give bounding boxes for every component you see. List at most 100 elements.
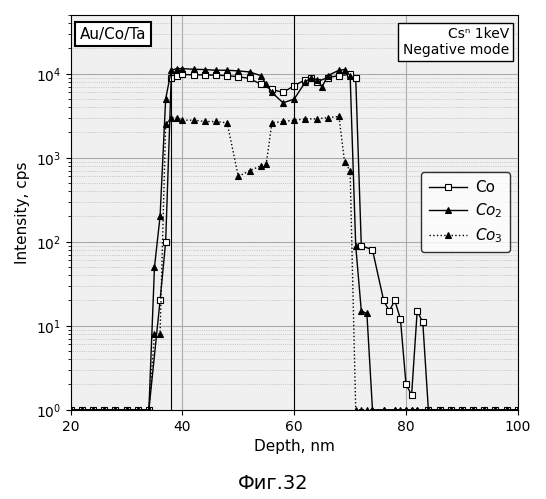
$Co_3$ — [369, 407, 376, 413]
$Co_3$ — [358, 407, 365, 413]
$Co_3$ — [246, 168, 253, 174]
$Co_3$ — [146, 407, 152, 413]
$Co_2$ — [302, 79, 308, 85]
$Co_3$ — [179, 117, 186, 123]
$Co_3$ — [352, 407, 359, 413]
$Co_3$ — [336, 113, 342, 119]
$Co_3$ — [257, 163, 264, 169]
Co — [174, 72, 180, 78]
$Co_3$ — [470, 407, 476, 413]
Co — [324, 74, 331, 80]
Co — [397, 316, 403, 322]
Co — [336, 72, 342, 78]
$Co_2$ — [174, 66, 180, 72]
$Co_3$ — [347, 168, 353, 174]
$Co_3$ — [364, 407, 370, 413]
$Co_3$ — [280, 118, 286, 124]
$Co_3$ — [157, 331, 163, 337]
Co — [134, 407, 141, 413]
$Co_3$ — [79, 407, 85, 413]
$Co_3$ — [414, 407, 420, 413]
Co — [67, 407, 74, 413]
$Co_3$ — [492, 407, 498, 413]
$Co_3$ — [408, 407, 415, 413]
$Co_3$ — [224, 120, 230, 126]
Co — [123, 407, 130, 413]
Co — [201, 72, 208, 78]
Co — [291, 83, 298, 89]
$Co_2$ — [67, 407, 74, 413]
$Co_3$ — [191, 117, 197, 123]
$Co_3$ — [101, 407, 108, 413]
Co — [302, 77, 308, 83]
Co — [492, 407, 498, 413]
Legend: Co, $Co_2$, $Co_3$: Co, $Co_2$, $Co_3$ — [421, 173, 510, 252]
Co — [386, 308, 393, 314]
$Co_2$ — [514, 407, 521, 413]
$Co_3$ — [201, 118, 208, 124]
$Co_3$ — [162, 121, 169, 127]
Co — [403, 382, 410, 388]
$Co_3$ — [448, 407, 454, 413]
$Co_3$ — [302, 116, 308, 122]
Co — [90, 407, 96, 413]
Co — [213, 72, 219, 78]
Co — [235, 74, 241, 80]
$Co_3$ — [168, 115, 175, 121]
$Co_3$ — [341, 159, 348, 165]
Co — [101, 407, 108, 413]
Text: Csⁿ 1keV
Negative mode: Csⁿ 1keV Negative mode — [402, 27, 509, 57]
Co — [269, 86, 275, 92]
$Co_3$ — [269, 120, 275, 126]
$Co_3$ — [324, 115, 331, 121]
$Co_3$ — [391, 407, 398, 413]
Co — [224, 72, 230, 78]
Text: Au/Co/Ta: Au/Co/Ta — [80, 27, 146, 42]
Line: $Co_2$: $Co_2$ — [67, 65, 521, 413]
Co — [191, 72, 197, 78]
Co — [381, 297, 387, 303]
Co — [436, 407, 443, 413]
$Co_3$ — [213, 118, 219, 124]
Y-axis label: Intensity, cps: Intensity, cps — [15, 161, 30, 263]
$Co_2$ — [112, 407, 118, 413]
Co — [257, 81, 264, 87]
Co — [425, 407, 432, 413]
Co — [408, 392, 415, 398]
X-axis label: Depth, nm: Depth, nm — [254, 439, 335, 454]
$Co_3$ — [67, 407, 74, 413]
Co — [514, 407, 521, 413]
Co — [112, 407, 118, 413]
$Co_3$ — [313, 116, 320, 122]
Co — [157, 297, 163, 303]
Co — [352, 74, 359, 80]
Co — [369, 247, 376, 253]
Co — [313, 79, 320, 85]
Text: Фиг.32: Фиг.32 — [238, 474, 308, 493]
$Co_3$ — [425, 407, 432, 413]
Co — [358, 243, 365, 249]
$Co_2$ — [358, 308, 365, 314]
$Co_3$ — [134, 407, 141, 413]
$Co_3$ — [403, 407, 410, 413]
Co — [414, 308, 420, 314]
Co — [391, 297, 398, 303]
$Co_3$ — [503, 407, 510, 413]
Co — [179, 71, 186, 77]
Co — [168, 74, 175, 80]
$Co_3$ — [151, 331, 158, 337]
$Co_3$ — [90, 407, 96, 413]
$Co_3$ — [112, 407, 118, 413]
$Co_2$ — [481, 407, 488, 413]
$Co_3$ — [123, 407, 130, 413]
$Co_3$ — [291, 117, 298, 123]
$Co_2$ — [246, 69, 253, 75]
Co — [347, 71, 353, 77]
$Co_3$ — [459, 407, 465, 413]
Co — [162, 239, 169, 245]
Co — [481, 407, 488, 413]
$Co_3$ — [514, 407, 521, 413]
Co — [246, 75, 253, 81]
Co — [459, 407, 465, 413]
$Co_3$ — [174, 115, 180, 121]
